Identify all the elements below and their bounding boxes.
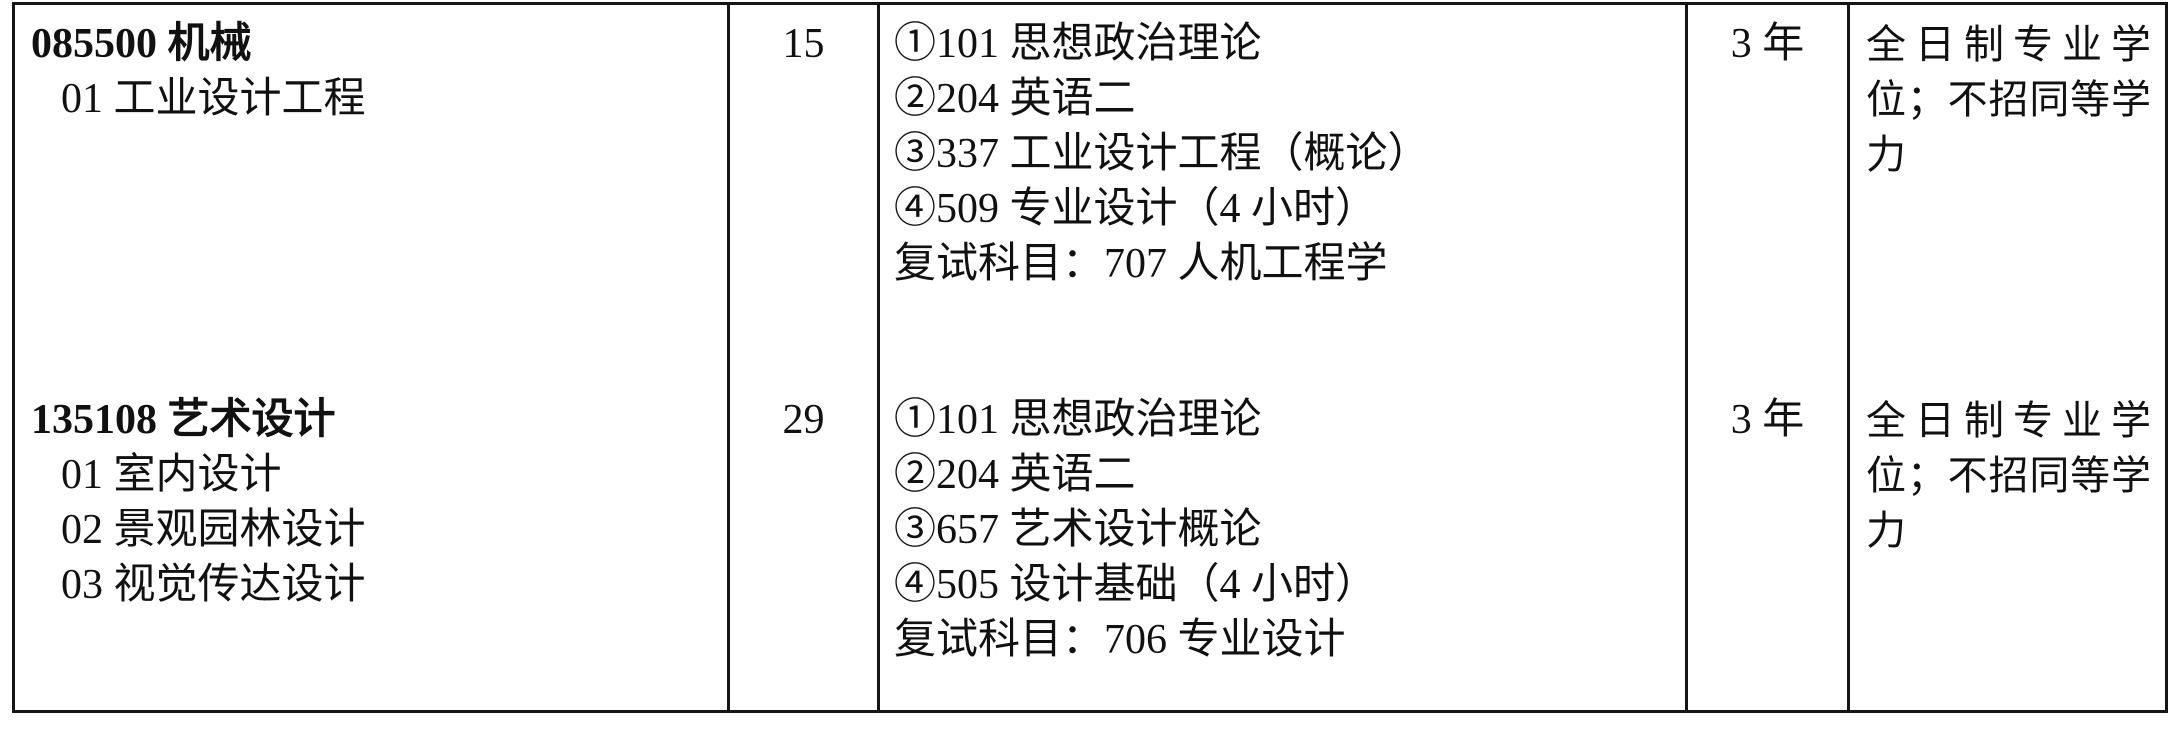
column-subjects: ①101 思想政治理论 ②204 英语二 ③337 工业设计工程（概论） ④50… [880, 5, 1688, 710]
note-line: 力 [1866, 508, 1906, 553]
direction-item: 02 景观园林设计 [61, 507, 366, 553]
subject-line: ①101 思想政治理论 [894, 21, 1262, 67]
duration-value: 3 年 [1730, 397, 1805, 443]
subjects-cell: ①101 思想政治理论 ②204 英语二 ③657 艺术设计概论 ④505 设计… [880, 381, 1685, 668]
direction-item: 01 室内设计 [61, 452, 282, 498]
subject-line: ②204 英语二 [894, 452, 1136, 498]
note-line: 全日制专业学 [1866, 398, 2151, 443]
quota-cell: 15 [730, 5, 877, 381]
column-program: 085500 机械 01 工业设计工程 135108 艺术设计 01 室内设计 … [15, 5, 730, 710]
quota-value: 15 [782, 21, 825, 67]
duration-value: 3 年 [1730, 21, 1805, 67]
quota-cell: 29 [730, 381, 877, 448]
program-cell-085500: 085500 机械 01 工业设计工程 [15, 5, 727, 381]
note-cell: 全日制专业学 位；不招同等学 力 [1850, 5, 2165, 381]
column-note: 全日制专业学 位；不招同等学 力 全日制专业学 位；不招同等学 力 [1850, 5, 2165, 710]
duration-cell: 3 年 [1688, 5, 1847, 381]
note-line: 位；不招同等学 [1866, 77, 2151, 122]
subject-line: ④505 设计基础（4 小时） [894, 562, 1378, 608]
subject-line: ①101 思想政治理论 [894, 397, 1262, 443]
note-cell: 全日制专业学 位；不招同等学 力 [1850, 381, 2165, 558]
note-line: 力 [1866, 132, 1906, 177]
program-cell-135108: 135108 艺术设计 01 室内设计 02 景观园林设计 03 视觉传达设计 [15, 381, 727, 613]
quota-value: 29 [782, 397, 825, 443]
admissions-table: 085500 机械 01 工业设计工程 135108 艺术设计 01 室内设计 … [12, 2, 2168, 713]
direction-item: 01 工业设计工程 [61, 76, 366, 122]
program-title: 135108 艺术设计 [31, 397, 336, 443]
program-title: 085500 机械 [31, 21, 252, 67]
subject-line: ③337 工业设计工程（概论） [894, 131, 1430, 177]
subject-line: ③657 艺术设计概论 [894, 507, 1262, 553]
duration-cell: 3 年 [1688, 381, 1847, 448]
subject-line: ④509 专业设计（4 小时） [894, 186, 1378, 232]
note-line: 位；不招同等学 [1866, 453, 2151, 498]
direction-item: 03 视觉传达设计 [61, 562, 366, 608]
column-duration: 3 年 3 年 [1688, 5, 1850, 710]
note-line: 全日制专业学 [1866, 22, 2151, 67]
retest-subject-line: 复试科目：706 专业设计 [894, 617, 1346, 663]
subjects-cell: ①101 思想政治理论 ②204 英语二 ③337 工业设计工程（概论） ④50… [880, 5, 1685, 381]
column-quota: 15 29 [730, 5, 880, 710]
retest-subject-line: 复试科目：707 人机工程学 [894, 241, 1388, 287]
subject-line: ②204 英语二 [894, 76, 1136, 122]
